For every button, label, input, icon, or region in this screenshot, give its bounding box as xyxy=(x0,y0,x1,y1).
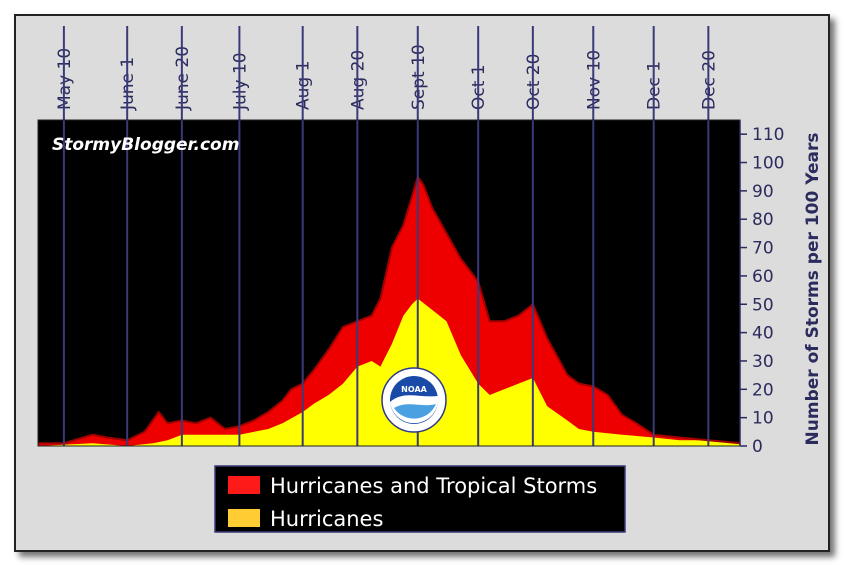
y-tick-label: 60 xyxy=(752,267,774,287)
legend-swatch-1 xyxy=(228,509,260,527)
series-layer xyxy=(38,174,741,446)
x-tick-label: May 10 xyxy=(55,48,75,110)
y-tick-label: 90 xyxy=(752,182,774,202)
y-tick-label: 70 xyxy=(752,239,774,259)
series-area-1 xyxy=(38,298,740,446)
y-tick-label: 30 xyxy=(752,352,774,372)
legend-swatch-0 xyxy=(228,476,260,494)
y-axis-title: Number of Storms per 100 Years xyxy=(803,133,823,446)
y-tick-label: 40 xyxy=(752,324,774,344)
x-tick-labels: May 10June 1June 20July 10Aug 1Aug 20Sep… xyxy=(55,44,719,111)
chart-frame: May 10June 1June 20July 10Aug 1Aug 20Sep… xyxy=(14,14,830,552)
y-tick-label: 10 xyxy=(752,409,774,429)
y-axis: 0 10 20 30 40 50 60 70 80 90 100 110 xyxy=(739,120,784,457)
y-tick-label: 0 xyxy=(752,437,763,457)
y-tick-label: 80 xyxy=(752,210,774,230)
svg-text:NOAA: NOAA xyxy=(401,385,427,394)
legend-label-1: Hurricanes xyxy=(270,507,383,531)
series-crest xyxy=(38,174,741,445)
y-tick-label: 50 xyxy=(752,295,774,315)
legend: Hurricanes and Tropical Storms Hurricanes xyxy=(214,465,626,533)
storm-frequency-chart: May 10June 1June 20July 10Aug 1Aug 20Sep… xyxy=(37,26,823,533)
y-tick-label: 20 xyxy=(752,380,774,400)
series-area-0 xyxy=(38,176,740,446)
legend-label-0: Hurricanes and Tropical Storms xyxy=(270,474,597,498)
y-tick-label: 110 xyxy=(752,125,784,145)
noaa-logo: NOAA xyxy=(381,367,447,433)
watermark: StormyBlogger.com xyxy=(52,135,239,155)
y-tick-label: 100 xyxy=(752,154,784,174)
